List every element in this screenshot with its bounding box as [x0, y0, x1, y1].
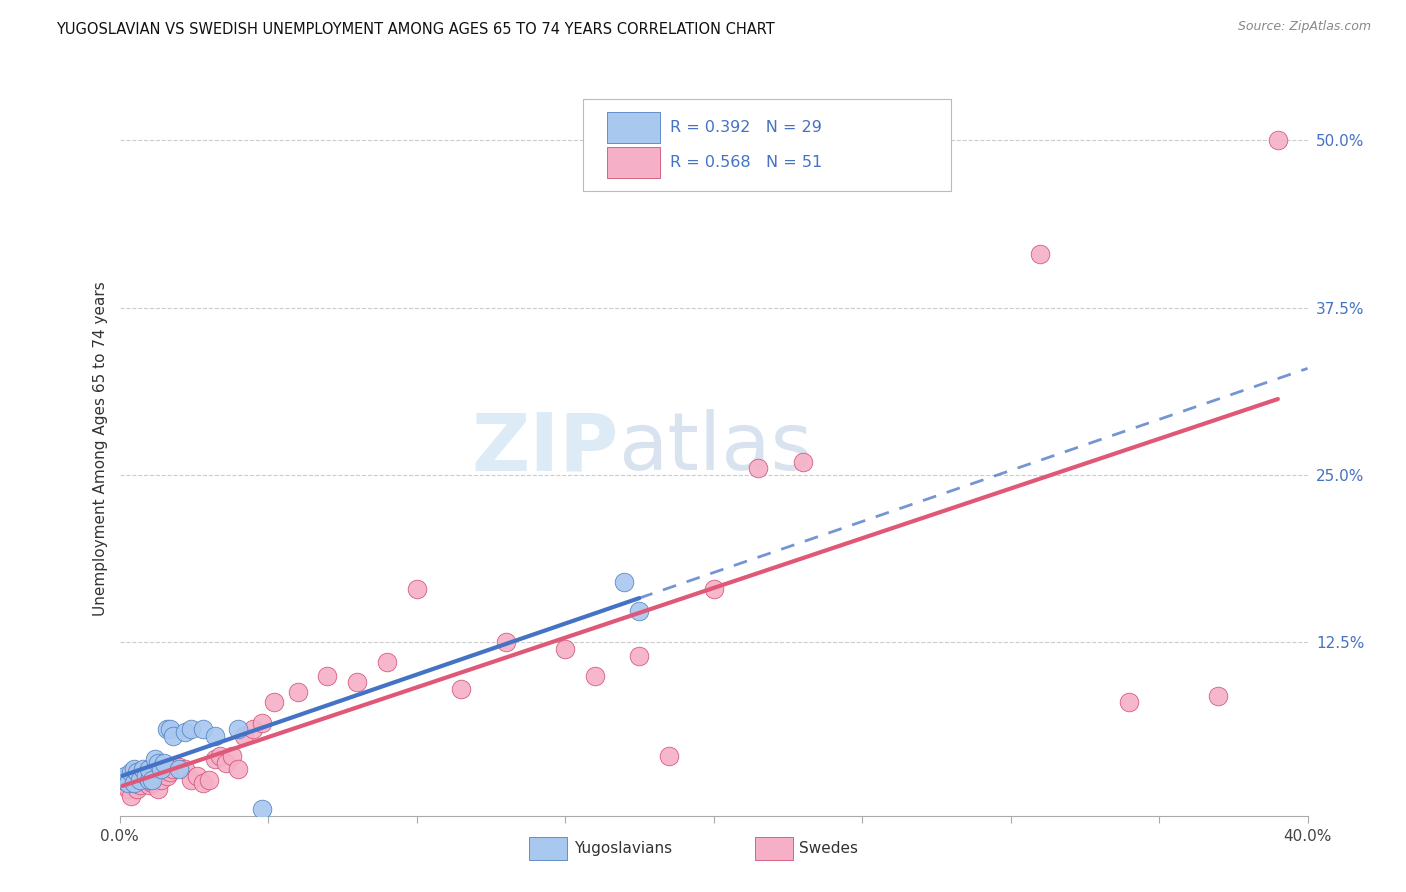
Point: [111, 775, 134, 790]
Text: Swedes: Swedes: [799, 841, 858, 856]
Point: [143, 751, 166, 765]
Point: [658, 749, 681, 764]
Point: [173, 724, 195, 739]
Point: [554, 642, 576, 657]
Point: [138, 772, 160, 788]
Point: [204, 729, 226, 743]
Point: [111, 772, 134, 788]
Point: [129, 778, 152, 793]
Point: [120, 765, 142, 780]
Point: [146, 782, 169, 797]
Point: [228, 723, 250, 737]
Point: [117, 775, 139, 790]
Point: [1029, 247, 1052, 261]
Point: [159, 765, 181, 780]
Point: [405, 582, 427, 596]
Text: R = 0.392   N = 29: R = 0.392 N = 29: [669, 120, 821, 135]
Point: [242, 723, 264, 737]
Point: [191, 775, 214, 790]
Point: [153, 765, 176, 780]
Point: [628, 605, 651, 619]
Point: [197, 772, 219, 788]
Point: [150, 762, 173, 776]
Point: [135, 769, 157, 783]
Point: [114, 769, 136, 783]
Point: [132, 762, 155, 776]
Point: [228, 762, 250, 776]
Point: [150, 772, 173, 788]
Point: [117, 782, 139, 797]
Point: [450, 682, 472, 697]
Point: [792, 455, 814, 469]
Point: [146, 756, 169, 770]
Point: [186, 769, 208, 783]
Point: [191, 723, 214, 737]
FancyBboxPatch shape: [583, 99, 950, 191]
Point: [1208, 689, 1230, 703]
Point: [209, 749, 232, 764]
Point: [702, 582, 725, 596]
Text: Yugoslavians: Yugoslavians: [575, 841, 672, 856]
FancyBboxPatch shape: [606, 112, 659, 143]
Point: [613, 575, 636, 590]
Text: ZIP: ZIP: [471, 409, 619, 487]
Text: R = 0.568   N = 51: R = 0.568 N = 51: [669, 155, 823, 170]
Point: [316, 669, 339, 683]
Point: [346, 675, 368, 690]
Text: YUGOSLAVIAN VS SWEDISH UNEMPLOYMENT AMONG AGES 65 TO 74 YEARS CORRELATION CHART: YUGOSLAVIAN VS SWEDISH UNEMPLOYMENT AMON…: [56, 22, 775, 37]
Point: [124, 762, 146, 776]
FancyBboxPatch shape: [606, 147, 659, 178]
Point: [204, 751, 226, 765]
Point: [263, 696, 285, 710]
Point: [495, 635, 517, 649]
Point: [1267, 134, 1289, 148]
Point: [747, 461, 769, 475]
Point: [162, 729, 184, 743]
Point: [129, 772, 152, 788]
Point: [221, 749, 243, 764]
Point: [114, 772, 136, 788]
Point: [250, 803, 273, 817]
Point: [141, 772, 163, 788]
Point: [180, 723, 202, 737]
Point: [173, 762, 195, 776]
FancyBboxPatch shape: [755, 837, 793, 860]
Point: [156, 769, 179, 783]
Point: [124, 775, 146, 790]
Point: [287, 685, 309, 699]
Point: [138, 778, 160, 793]
Point: [180, 772, 202, 788]
Point: [167, 760, 190, 774]
Text: atlas: atlas: [619, 409, 813, 487]
Point: [215, 756, 238, 770]
Point: [162, 762, 184, 776]
Text: Source: ZipAtlas.com: Source: ZipAtlas.com: [1237, 20, 1371, 33]
Point: [135, 772, 157, 788]
FancyBboxPatch shape: [530, 837, 568, 860]
Y-axis label: Unemployment Among Ages 65 to 74 years: Unemployment Among Ages 65 to 74 years: [93, 281, 108, 615]
Point: [159, 723, 181, 737]
Point: [233, 729, 256, 743]
Point: [127, 782, 149, 797]
Point: [375, 655, 398, 669]
Point: [141, 775, 163, 790]
Point: [583, 669, 606, 683]
Point: [138, 762, 160, 776]
Point: [156, 723, 179, 737]
Point: [127, 765, 149, 780]
Point: [132, 772, 155, 788]
Point: [1118, 696, 1140, 710]
Point: [153, 756, 176, 770]
Point: [143, 769, 166, 783]
Point: [124, 775, 146, 790]
Point: [250, 715, 273, 730]
Point: [120, 789, 142, 803]
Point: [628, 648, 651, 663]
Point: [167, 762, 190, 776]
